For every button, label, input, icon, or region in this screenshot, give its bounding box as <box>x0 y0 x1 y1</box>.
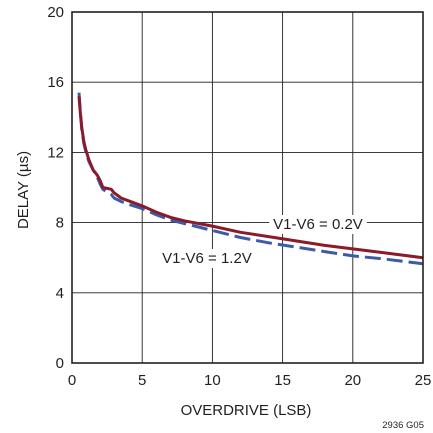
grid <box>72 12 423 363</box>
y-axis-label: DELAY (µs) <box>15 151 32 229</box>
annotation-background <box>269 215 367 234</box>
annotation-background <box>158 249 256 268</box>
x-tick-label: 5 <box>138 372 146 389</box>
x-tick-label: 10 <box>204 372 221 389</box>
series-annotation-1: V1-V6 = 0.2V <box>273 216 363 233</box>
y-tick-label: 4 <box>56 285 64 302</box>
x-tick-label: 0 <box>68 372 76 389</box>
series-line-2 <box>77 92 424 266</box>
x-axis-label: OVERDRIVE (LSB) <box>181 402 312 419</box>
series-lines <box>77 92 424 266</box>
y-tick-label: 20 <box>47 4 64 21</box>
plot-frame <box>71 11 424 364</box>
figure-id: 2936 G05 <box>382 420 424 431</box>
x-tick-label: 20 <box>344 372 361 389</box>
y-tick-label: 0 <box>56 355 64 372</box>
series-line-1 <box>77 96 424 260</box>
y-tick-label: 16 <box>47 74 64 91</box>
annotations: V1-V6 = 0.2V V1-V6 = 1.2V <box>158 215 367 268</box>
y-tick-label: 8 <box>56 215 64 232</box>
series-annotation-2: V1-V6 = 1.2V <box>162 250 252 267</box>
tick-labels: 0 5 10 15 20 25 0 4 8 12 16 20 <box>47 4 431 389</box>
x-tick-label: 15 <box>274 372 291 389</box>
x-tick-label: 25 <box>415 372 432 389</box>
y-tick-label: 12 <box>47 144 64 161</box>
